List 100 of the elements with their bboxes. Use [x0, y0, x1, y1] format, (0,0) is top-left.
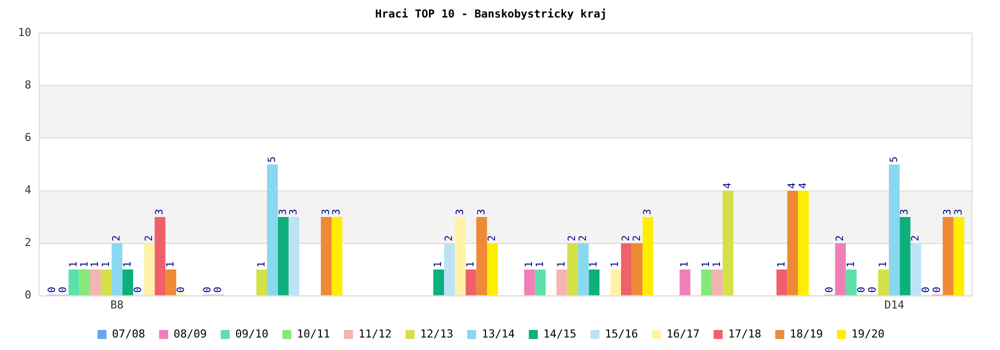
bar — [79, 270, 90, 296]
bar — [68, 270, 80, 296]
bar — [953, 217, 964, 296]
bar — [846, 270, 857, 296]
data-label: 0 — [824, 286, 836, 293]
legend-label: 16/17 — [666, 327, 700, 340]
bar — [256, 270, 268, 296]
bar — [144, 243, 155, 296]
data-label: 0 — [133, 286, 144, 293]
data-label: 1 — [256, 262, 268, 268]
bar — [910, 243, 922, 296]
y-tick-label: 8 — [24, 78, 32, 92]
data-label: 0 — [58, 286, 69, 293]
data-label: 1 — [466, 262, 477, 268]
data-label: 2 — [144, 235, 155, 242]
chart-title: Hraci TOP 10 - Banskobystricky kraj — [375, 7, 607, 20]
data-label: 0 — [932, 286, 943, 293]
data-label: 3 — [278, 208, 289, 216]
data-label: 1 — [680, 262, 691, 268]
data-label: 0 — [46, 286, 58, 293]
bar — [332, 217, 342, 296]
data-label: 3 — [288, 208, 300, 216]
bar — [835, 243, 846, 296]
bar — [487, 243, 498, 296]
bar — [680, 270, 690, 296]
data-label: 1 — [68, 262, 80, 268]
bar — [787, 190, 798, 296]
data-label: 3 — [942, 208, 954, 216]
data-label: 2 — [112, 235, 123, 242]
data-label: 0 — [921, 286, 932, 293]
bar — [776, 270, 788, 296]
bar — [798, 190, 809, 296]
bar — [165, 270, 176, 296]
y-tick-label: 6 — [24, 131, 32, 144]
bar — [100, 270, 112, 296]
legend-label: 12/13 — [420, 327, 454, 340]
bar — [701, 270, 712, 296]
data-label: 1 — [846, 262, 857, 268]
data-label: 2 — [578, 235, 589, 242]
bar — [267, 164, 278, 296]
data-label: 1 — [165, 262, 176, 268]
data-label: 3 — [320, 208, 332, 216]
data-label: 1 — [122, 262, 134, 268]
bar — [642, 217, 654, 296]
data-label: 0 — [213, 286, 224, 293]
legend-label: 19/20 — [851, 327, 884, 340]
data-label: 2 — [487, 235, 498, 242]
data-label: 3 — [900, 208, 911, 216]
bar — [621, 243, 632, 296]
bar — [578, 243, 589, 296]
bar — [278, 217, 289, 296]
bar — [610, 270, 622, 296]
bar — [524, 270, 535, 296]
data-label: 4 — [722, 182, 734, 189]
y-tick-label: 2 — [24, 236, 32, 250]
data-label: 3 — [332, 208, 343, 216]
legend-label: 13/14 — [482, 327, 516, 340]
bar — [888, 164, 900, 296]
bar — [320, 217, 332, 296]
data-label: 1 — [776, 262, 788, 268]
legend-label: 10/11 — [296, 327, 330, 340]
data-label: 4 — [798, 182, 809, 189]
data-label: 3 — [454, 208, 466, 216]
legend-label: 15/16 — [604, 327, 638, 340]
legend-label: 17/18 — [728, 327, 762, 340]
bar — [466, 270, 476, 296]
data-label: 1 — [433, 262, 444, 268]
bar — [112, 243, 122, 296]
data-label: 1 — [712, 262, 723, 268]
data-label: 1 — [610, 262, 622, 268]
data-label: 0 — [867, 286, 878, 293]
data-label: 2 — [567, 235, 578, 242]
data-label: 3 — [476, 208, 488, 216]
y-tick-label: 0 — [24, 288, 32, 302]
bar — [288, 217, 300, 296]
legend-label: 18/19 — [790, 327, 823, 340]
data-label: 3 — [154, 208, 166, 216]
data-label: 0 — [202, 286, 214, 293]
bar — [433, 270, 444, 296]
bar — [632, 243, 643, 296]
data-label: 1 — [878, 262, 890, 268]
data-label: 1 — [100, 262, 112, 268]
legend-label: 11/12 — [358, 327, 392, 340]
legend-label: 14/15 — [543, 327, 576, 340]
data-label: 2 — [835, 235, 846, 242]
data-label: 3 — [642, 208, 654, 216]
data-label: 0 — [856, 286, 868, 293]
bar — [567, 243, 578, 296]
x-tick-label: D14 — [884, 298, 905, 312]
data-label: 1 — [588, 262, 600, 268]
y-tick-label: 10 — [18, 26, 32, 40]
data-label: 2 — [620, 235, 632, 242]
data-label: 5 — [267, 156, 278, 162]
legend-label: 08/09 — [174, 327, 207, 340]
legend-label: 07/08 — [112, 327, 146, 340]
data-label: 2 — [444, 235, 456, 242]
data-label: 2 — [910, 235, 922, 242]
data-label: 1 — [701, 262, 712, 268]
bar — [122, 270, 134, 296]
y-tick-label: 4 — [24, 184, 32, 197]
